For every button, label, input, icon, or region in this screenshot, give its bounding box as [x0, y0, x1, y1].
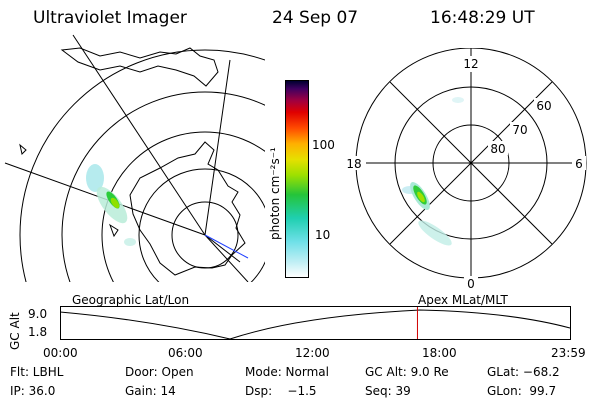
geographic-label: Geographic Lat/Lon: [72, 293, 190, 307]
color-scale-bar: [285, 80, 309, 278]
info-door: Door: Open: [125, 365, 194, 379]
info-gain: Gain: 14: [125, 384, 176, 398]
info-filter: Flt: LBHL: [10, 365, 64, 379]
geographic-grid: [4, 34, 265, 282]
mlt-label-18: 18: [346, 157, 361, 171]
colorbar-tick-10: 10: [315, 228, 331, 242]
aurora-geo: [86, 164, 136, 246]
aurora-polar: [402, 97, 464, 246]
mlt-label-12: 12: [463, 57, 478, 71]
colorbar-tick-100: 100: [312, 138, 335, 152]
altitude-ylabel: GC Alt: [8, 312, 22, 350]
date-label: 24 Sep 07: [272, 8, 359, 28]
info-gc-alt: GC Alt: 9.0 Re: [365, 365, 449, 379]
altitude-ytick-top: 9.0: [28, 307, 48, 321]
altitude-ytick-bottom: 1.8: [28, 325, 48, 339]
instrument-title: Ultraviolet Imager: [33, 8, 187, 28]
apex-label: Apex MLat/MLT: [418, 293, 508, 307]
polar-mlat-mlt-plot: 12 0 18 6 60 70 80: [344, 48, 587, 290]
info-mode: Mode: Normal: [245, 365, 329, 379]
polar-grid: [355, 48, 587, 279]
altitude-curve: [60, 309, 571, 340]
info-ip: IP: 36.0: [10, 384, 56, 398]
mlt-label-6: 6: [575, 157, 583, 171]
colorbar-unit-label: photon cm⁻²s⁻¹: [268, 147, 282, 240]
mlt-label-0: 0: [467, 277, 475, 290]
altitude-xtick-0600: 06:00: [168, 346, 203, 360]
altitude-xtick-2359: 23:59: [551, 346, 586, 360]
info-glon: GLon: 99.7: [487, 384, 557, 398]
time-label: 16:48:29 UT: [430, 8, 535, 28]
mlat-label-60: 60: [536, 99, 551, 113]
info-dsp: Dsp: −1.5: [245, 384, 317, 398]
altitude-xtick-1200: 12:00: [295, 346, 330, 360]
subsolar-line: [204, 234, 249, 259]
mlat-label-70: 70: [512, 123, 527, 137]
mlat-label-80: 80: [490, 142, 505, 156]
altitude-xtick-1800: 18:00: [422, 346, 457, 360]
info-glat: GLat: −68.2: [487, 365, 560, 379]
info-seq: Seq: 39: [365, 384, 411, 398]
coastlines: [19, 47, 246, 276]
altitude-xtick-0000: 00:00: [43, 346, 78, 360]
altitude-plot: [60, 306, 571, 340]
geographic-map-panel: [4, 34, 265, 282]
